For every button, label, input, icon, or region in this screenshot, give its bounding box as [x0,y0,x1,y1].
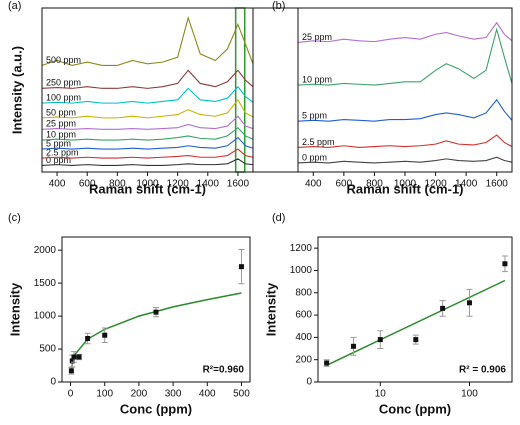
data-point [153,309,159,315]
y-tick-label: 500 [39,344,56,355]
y-tick-label: 600 [295,310,312,321]
fit-line [70,292,242,369]
x-tick-label: 100 [461,389,478,400]
x-tick-label: 300 [165,389,182,400]
x-axis-title: Conc (ppm) [379,401,451,416]
panel-label: (a) [8,0,21,12]
x-tick-label: 1200 [167,179,190,190]
spectrum-line [41,98,254,119]
series-label: 25 ppm [302,32,332,42]
data-point [76,354,82,360]
spectrum-line [297,98,513,122]
x-tick-label: 1600 [486,179,509,190]
y-tick-label: 800 [295,287,312,298]
data-point [85,336,91,341]
y-tick-label: 1000 [290,265,313,276]
plot-frame [317,236,513,383]
data-point [350,343,356,349]
x-tick-label: 200 [131,389,148,400]
series-label: 5 ppm [302,111,327,121]
data-point [69,358,75,364]
data-point [502,261,508,267]
y-tick-label: 1500 [34,278,57,289]
x-tick-label: 10 [375,389,387,400]
series-label: 2.5 ppm [302,137,335,147]
spectrum-line [41,69,254,89]
spectrum-line [297,27,513,86]
plot-frame [297,7,513,173]
annotation: R²=0.960 [203,365,245,376]
x-tick-label: 1400 [455,179,478,190]
spectrum-line [297,156,513,164]
x-tick-label: 600 [336,179,353,190]
series-label: 100 ppm [46,92,81,102]
series-label: 5 ppm [46,138,71,148]
y-tick-label: 1200 [290,243,313,254]
annotation: R² = 0.906 [459,365,506,376]
x-axis-title: Raman shift (cm-1) [89,181,206,196]
spectrum-line [41,85,254,104]
y-tick-label: 1000 [34,311,57,322]
y-axis-title: Intensity [7,282,22,336]
spectrum-line [41,136,254,150]
y-axis-title: Intensity (a.u.) [9,46,24,134]
y-tick-label: 0 [50,377,56,388]
spectrum-line [41,15,254,66]
x-tick-label: 1000 [136,179,159,190]
x-tick-label: 1000 [394,179,417,190]
series-label: 0 ppm [302,152,327,162]
series-label: 50 ppm [46,107,76,117]
data-point [440,305,446,311]
x-tick-label: 1200 [424,179,447,190]
data-point [71,354,77,360]
y-tick-label: 0 [306,377,312,388]
x-tick-label: 400 [305,179,322,190]
data-point [102,332,108,338]
x-tick-label: 1400 [197,179,220,190]
plot-frame [61,236,251,383]
data-point [238,264,244,270]
x-tick-label: 500 [233,389,250,400]
series-label: 25 ppm [46,119,76,129]
x-tick-label: 800 [366,179,383,190]
spectrum-line [297,21,513,43]
x-axis-title: Conc (ppm) [120,401,192,416]
plot-frame [41,7,254,173]
data-point [466,300,472,306]
fit-line [326,279,506,366]
x-tick-label: 1600 [227,179,250,190]
panel-label: (b) [272,0,285,12]
spectrum-line [41,126,254,141]
series-label: 250 ppm [46,78,81,88]
y-tick-label: 2000 [34,245,57,256]
x-tick-label: 400 [49,179,66,190]
spectrum-line [41,158,254,166]
series-label: 0 ppm [46,155,71,165]
data-point [324,360,330,366]
data-point [413,337,419,343]
panel-label: (c) [8,212,21,224]
x-tick-label: 800 [109,179,126,190]
x-tick-label: 100 [96,389,113,400]
y-axis-title: Intensity [263,282,278,336]
series-label: 10 ppm [302,74,332,84]
data-point [68,368,74,374]
x-tick-label: 0 [68,389,74,400]
series-label: 2.5 ppm [46,147,79,157]
series-label: 10 ppm [46,129,76,139]
x-axis-title: Raman shift (cm-1) [346,181,463,196]
x-tick-label: 600 [79,179,96,190]
spectrum-line [41,148,254,159]
y-tick-label: 200 [295,354,312,365]
data-point [377,337,383,343]
y-tick-label: 400 [295,332,312,343]
spectrum-line [41,115,254,130]
spectrum-line [297,134,513,148]
x-tick-label: 400 [199,389,216,400]
panel-label: (d) [272,212,285,224]
series-label: 500 ppm [46,55,81,65]
